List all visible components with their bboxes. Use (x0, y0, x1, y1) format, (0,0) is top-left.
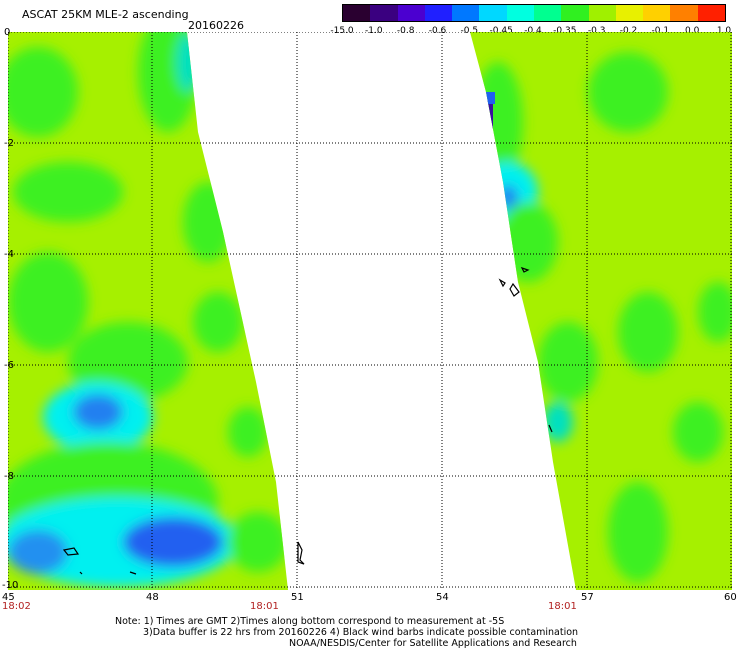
x-tick-label: 48 (146, 592, 159, 603)
colorbar-tick-label: -0.2 (619, 26, 638, 36)
colorbar-tick-label: 1.0 (716, 26, 732, 36)
colorbar-segment (561, 5, 589, 21)
colorbar-tick-label: -1.0 (365, 26, 383, 36)
colorbar-tick-label: -0.1 (651, 26, 670, 36)
colorbar-segment (670, 5, 698, 21)
colorbar-segment (615, 5, 644, 21)
colorbar-tick-label: -0.4 (524, 26, 542, 36)
wind-map (8, 32, 732, 590)
colorbar-segment (697, 5, 725, 21)
colorbar-segment (424, 5, 453, 21)
note-line-1: Note: 1) Times are GMT 2)Times along bot… (115, 616, 505, 627)
note-line-3: NOAA/NESDIS/Center for Satellite Applica… (289, 638, 577, 649)
notes: Note: 1) Times are GMT 2)Times along bot… (115, 616, 578, 649)
time-label-start: 18:02 (2, 601, 31, 612)
time-label-right-end: 18:01 (548, 601, 577, 612)
right-swath (470, 32, 732, 590)
colorbar-tick-label: -0.5 (460, 26, 479, 36)
colorbar-tick-label: -0.45 (489, 26, 513, 36)
y-tick-label: -6 (4, 360, 14, 371)
colorbar-tick-label: -0.6 (428, 26, 447, 36)
y-tick-label: -4 (4, 249, 14, 260)
colorbar-tick-label: 0.0 (684, 26, 700, 36)
x-tick-label: 60 (724, 592, 737, 603)
colorbar-segment (533, 5, 562, 21)
x-tick-label: 45 (2, 592, 15, 603)
colorbar (342, 4, 726, 22)
colorbar-labels: -15.0 -1.0 -0.8 -0.6 -0.5 -0.45 -0.4 -0.35 -0.3 -… (330, 26, 732, 38)
grid (8, 32, 732, 590)
colorbar-tick-label: -0.3 (587, 26, 606, 36)
x-tick-label: 57 (581, 592, 594, 603)
colorbar-segment (397, 5, 425, 21)
colorbar-segment (452, 5, 480, 21)
y-tick-label: -8 (4, 471, 14, 482)
colorbar-segment (588, 5, 616, 21)
colorbar-segment (506, 5, 534, 21)
coastlines (62, 266, 553, 575)
map-title: ASCAT 25KM MLE-2 ascending (22, 8, 189, 21)
time-label-left-end: 18:01 (250, 601, 279, 612)
colorbar-segment (343, 5, 371, 21)
y-tick-label: -10 (2, 580, 19, 591)
colorbar-tick-label: -0.35 (553, 26, 577, 36)
colorbar-segment (643, 5, 671, 21)
colorbar-tick-label: -0.8 (396, 26, 415, 36)
y-tick-label: -2 (4, 138, 14, 149)
colorbar-segment (370, 5, 398, 21)
note-line-2: 3)Data buffer is 22 hrs from 20160226 4)… (143, 627, 579, 638)
left-swath (8, 32, 288, 590)
x-tick-label: 51 (291, 592, 304, 603)
map-date: 20160226 (188, 19, 244, 32)
x-tick-label: 54 (436, 592, 449, 603)
y-tick-label: 0 (4, 27, 11, 38)
colorbar-tick-label: -15.0 (330, 26, 354, 36)
colorbar-segment (479, 5, 507, 21)
